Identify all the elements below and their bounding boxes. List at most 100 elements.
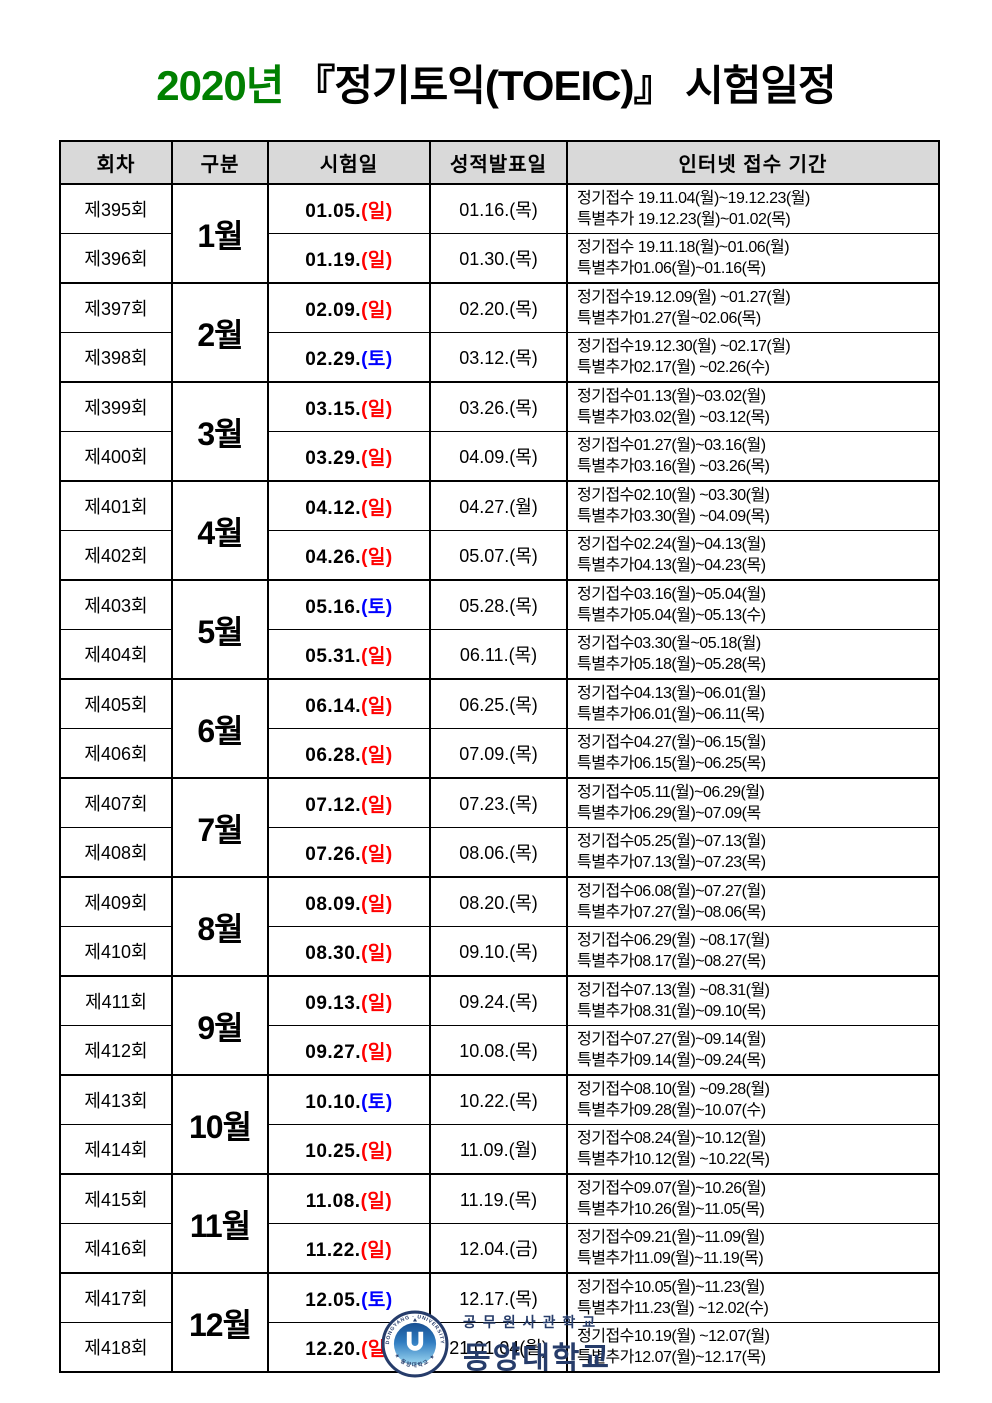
table-row: 제416회 11.22.(일) 12.04.(금) 정기접수09.21(월)~11.0… [59, 1223, 940, 1273]
exam-date-text: 07.12. [305, 794, 362, 816]
registration-cell: 정기접수09.07(월)~10.26(월) 특별추가10.26(월)~11.05(… [566, 1173, 940, 1224]
month-cell: 12월 [171, 1272, 269, 1372]
regular-registration-text: 정기접수10.05(월)~11.23(월) [577, 1278, 765, 1296]
exam-day-label: (일) [361, 546, 393, 568]
exam-date-cell: 02.29.(토) [267, 332, 431, 382]
header-session: 회차 [59, 140, 173, 185]
regular-registration-text: 정기접수04.13(월)~06.01(월) [577, 684, 766, 702]
score-date-cell: 06.11.(목) [429, 629, 568, 679]
regular-registration-text: 정기접수01.27(월)~03.16(월) [577, 436, 766, 454]
exam-date-text: 08.30. [305, 942, 362, 964]
regular-registration-text: 정기접수19.12.30(월) ~02.17(월) [577, 337, 791, 355]
exam-date-text: 05.31. [305, 645, 362, 667]
session-cell: 제402회 [59, 530, 173, 580]
table-row: 제397회 2월 02.09.(일) 02.20.(목) 정기접수19.12.09(월)… [59, 282, 940, 382]
exam-date-text: 05.16. [305, 596, 362, 618]
table-row: 제399회 3월 03.15.(일) 03.26.(목) 정기접수01.13(월)~03… [59, 381, 940, 481]
session-cell: 제400회 [59, 431, 173, 481]
month-cell: 10월 [171, 1074, 269, 1174]
special-registration-text: 특별추가11.09(월)~11.19(목) [577, 1250, 764, 1267]
header-month: 구분 [171, 140, 269, 185]
table-header: 회차 구분 시험일 성적발표일 인터넷 접수 기간 [59, 140, 940, 185]
table-row: 제406회 06.28.(일) 07.09.(목) 정기접수04.27(월)~06.1… [59, 728, 940, 778]
table-row: 제414회 10.25.(일) 11.09.(월) 정기접수08.24(월)~10.1… [59, 1124, 940, 1174]
exam-date-text: 07.26. [305, 843, 362, 865]
score-date-cell: 05.28.(목) [429, 579, 568, 630]
table-row: 제404회 05.31.(일) 06.11.(목) 정기접수03.30(월~05.18… [59, 629, 940, 679]
score-date-cell: 06.25.(목) [429, 678, 568, 729]
session-cell: 제416회 [59, 1223, 173, 1273]
special-registration-text: 특별추가01.06(월)~01.16(목) [577, 260, 766, 277]
session-cell: 제410회 [59, 926, 173, 976]
session-cell: 제399회 [59, 381, 173, 432]
regular-registration-text: 정기접수03.16(월)~05.04(월) [577, 585, 766, 603]
exam-date-text: 06.14. [305, 695, 362, 717]
exam-date-text: 03.29. [305, 447, 362, 469]
score-date-cell: 08.20.(목) [429, 876, 568, 927]
session-cell: 제401회 [59, 480, 173, 531]
exam-day-label: (토) [361, 348, 393, 370]
month-cell: 7월 [171, 777, 269, 877]
session-cell: 제413회 [59, 1074, 173, 1125]
registration-cell: 정기접수19.12.09(월) ~01.27(월) 특별추가01.27(월~02.… [566, 282, 940, 333]
exam-day-label: (일) [361, 992, 393, 1014]
session-cell: 제415회 [59, 1173, 173, 1224]
exam-date-text: 04.26. [305, 546, 362, 568]
schedule-table-body: 제395회 1월 01.05.(일) 01.16.(목) 정기접수 19.11.04(월… [59, 183, 940, 1372]
session-cell: 제398회 [59, 332, 173, 382]
exam-date-text: 10.10. [305, 1091, 362, 1113]
exam-day-label: (일) [361, 695, 393, 717]
regular-registration-text: 정기접수05.25(월)~07.13(월) [577, 832, 766, 850]
wordmark-subtitle: 공무원사관학교 [463, 1313, 603, 1330]
score-date-cell: 05.07.(목) [429, 530, 568, 580]
exam-date-text: 02.09. [305, 299, 362, 321]
score-date-cell: 03.26.(목) [429, 381, 568, 432]
university-wordmark: 공무원사관학교 동양대학교 [463, 1312, 611, 1377]
score-date-cell: 12.17.(목) [429, 1272, 568, 1323]
exam-day-label: (토) [361, 1289, 393, 1311]
exam-date-text: 12.05. [305, 1289, 362, 1311]
exam-date-cell: 05.16.(토) [267, 579, 431, 630]
session-cell: 제414회 [59, 1124, 173, 1174]
session-cell: 제418회 [59, 1322, 173, 1372]
exam-day-label: (일) [361, 249, 393, 271]
session-cell: 제403회 [59, 579, 173, 630]
special-registration-text: 특별추가01.27(월~02.06(목) [577, 310, 761, 327]
registration-cell: 정기접수09.21(월)~11.09(월) 특별추가11.09(월)~11.19(… [566, 1223, 940, 1273]
month-cell: 4월 [171, 480, 269, 580]
exam-day-label: (토) [361, 1091, 393, 1113]
score-date-cell: 02.20.(목) [429, 282, 568, 333]
table-row: 제400회 03.29.(일) 04.09.(목) 정기접수01.27(월)~03.1… [59, 431, 940, 481]
regular-registration-text: 정기접수07.13(월) ~08.31(월) [577, 981, 770, 999]
table-row: 제418회 12.20.(일) 21.01.04(월) 정기접수10.19(월) ~1… [59, 1322, 940, 1372]
score-date-cell: 10.08.(목) [429, 1025, 568, 1075]
toeic-schedule-table: 회차 구분 시험일 성적발표일 인터넷 접수 기간 제395회 1월 01.05.(… [59, 140, 940, 1373]
registration-cell: 정기접수 19.11.18(월)~01.06(월) 특별추가01.06(월)~01… [566, 233, 940, 283]
score-date-cell: 03.12.(목) [429, 332, 568, 382]
registration-cell: 정기접수05.11(월)~06.29(월) 특별추가06.29(월)~07.09(… [566, 777, 940, 828]
regular-registration-text: 정기접수05.11(월)~06.29(월) [577, 783, 765, 801]
exam-date-text: 02.29. [305, 348, 362, 370]
regular-registration-text: 정기접수06.08(월)~07.27(월) [577, 882, 766, 900]
exam-day-label: (일) [361, 497, 393, 519]
month-cell: 5월 [171, 579, 269, 679]
exam-date-text: 01.05. [305, 200, 362, 222]
exam-day-label: (일) [361, 1041, 393, 1063]
special-registration-text: 특별추가12.07(월)~12.17(목) [577, 1349, 766, 1366]
regular-registration-text: 정기접수19.12.09(월) ~01.27(월) [577, 288, 791, 306]
table-row: 제401회 4월 04.12.(일) 04.27.(월) 정기접수02.10(월) ~0… [59, 480, 940, 580]
regular-registration-text: 정기접수03.30(월~05.18(월) [577, 634, 761, 652]
regular-registration-text: 정기접수 19.11.18(월)~01.06(월) [577, 238, 790, 256]
table-row: 제407회 7월 07.12.(일) 07.23.(목) 정기접수05.11(월)~06… [59, 777, 940, 877]
exam-day-label: (일) [361, 447, 393, 469]
month-cell: 9월 [171, 975, 269, 1075]
exam-date-cell: 01.05.(일) [267, 183, 431, 234]
session-cell: 제395회 [59, 183, 173, 234]
special-registration-text: 특별추가08.17(월)~08.27(목) [577, 953, 766, 970]
table-row: 제412회 09.27.(일) 10.08.(목) 정기접수07.27(월)~09.1… [59, 1025, 940, 1075]
exam-date-cell: 06.14.(일) [267, 678, 431, 729]
exam-date-cell: 07.26.(일) [267, 827, 431, 877]
special-registration-text: 특별추가 19.12.23(월)~01.02(목) [577, 211, 791, 228]
exam-day-label: (일) [361, 744, 393, 766]
registration-cell: 정기접수06.08(월)~07.27(월) 특별추가07.27(월)~08.06(… [566, 876, 940, 927]
